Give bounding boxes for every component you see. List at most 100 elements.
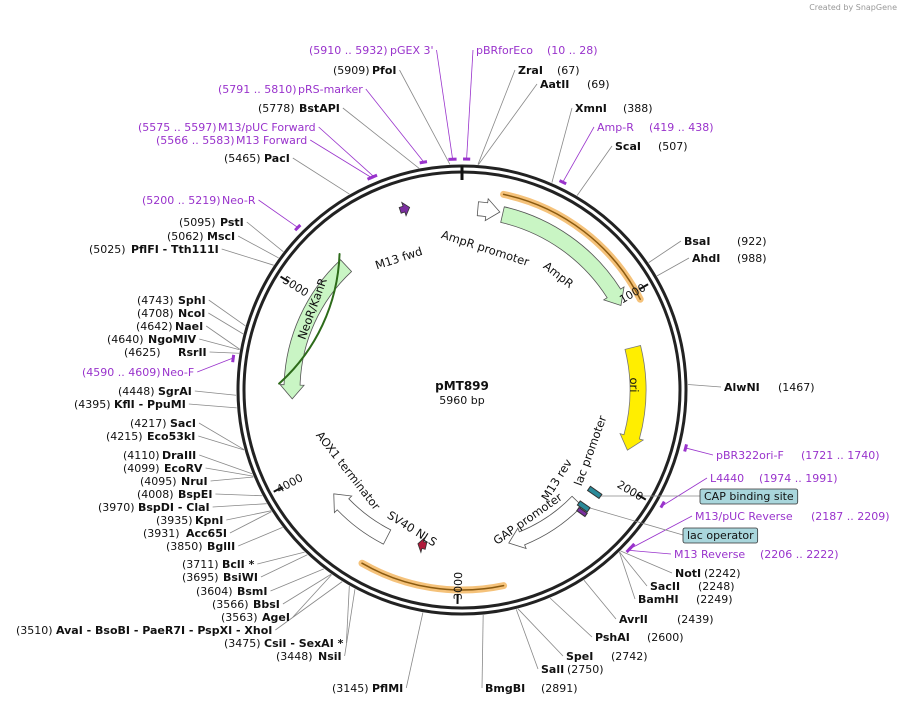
primer-name: M13/pUC Reverse (695, 510, 793, 523)
tick-label: 2000 (615, 478, 646, 504)
enzyme-position: (3145) (332, 682, 369, 695)
enzyme-name: SacI (170, 417, 196, 430)
enzyme-name: BspDI - ClaI (138, 501, 210, 514)
primer-name: pGEX 3' (390, 44, 434, 57)
feature-label: lac promoter (571, 413, 609, 487)
primer-mark (625, 546, 633, 554)
feature-label: SV40 NLS (385, 508, 440, 549)
primer-range: (2187 .. 2209) (811, 510, 890, 523)
primer-name: L4440 (710, 472, 744, 485)
enzyme-name: AhdI (692, 252, 720, 265)
leader-line (342, 107, 420, 169)
enzyme-name: KflI - PpuMI (114, 398, 186, 411)
enzyme-position: (4008) (137, 488, 174, 501)
credit: Created by SnapGene (809, 3, 897, 12)
leader-line (405, 612, 424, 689)
enzyme-name: BglII (207, 540, 235, 553)
primer-leader (197, 358, 233, 373)
leader-line (246, 221, 284, 252)
primer-range: (419 .. 438) (649, 121, 714, 134)
primer-range: (1974 .. 1991) (759, 472, 838, 485)
enzyme-name: SalI (541, 663, 564, 676)
ampr-arrow (500, 206, 625, 307)
site-leader (589, 507, 684, 536)
enzyme-name: PacI (264, 152, 290, 165)
orange-line (502, 193, 641, 300)
leader-line (292, 157, 350, 195)
enzyme-name: NotI (675, 567, 701, 580)
enzyme-name: BsmI (237, 585, 268, 598)
enzyme-position: (2242) (704, 567, 741, 580)
primer-name: M13 Forward (236, 134, 307, 147)
leader-line (344, 588, 356, 657)
enzyme-name: BclI * (222, 558, 255, 571)
enzyme-position: (4640) (107, 333, 144, 346)
tick-mark (273, 486, 284, 493)
enzyme-name: NgoMIV (148, 333, 197, 346)
primer-range: (2206 .. 2222) (760, 548, 839, 561)
feature-label: ori (627, 378, 641, 393)
leader-line (199, 454, 253, 475)
primer-range: (1721 .. 1740) (801, 449, 880, 462)
site-label: lac operator (687, 529, 754, 542)
enzyme-position: (3695) (182, 571, 219, 584)
enzyme-name: BbsI (253, 598, 280, 611)
enzyme-name: AvrII (619, 613, 648, 626)
enzyme-name: BstAPI (299, 102, 340, 115)
primer-leader (629, 549, 672, 555)
sv40-mark (417, 536, 428, 554)
enzyme-name: SgrAI (158, 385, 192, 398)
enzyme-name: CsiI - SexAI * (264, 637, 344, 650)
plasmid-size: 5960 bp (439, 394, 484, 407)
primer-name: Neo-R (222, 194, 256, 207)
orange-highlight (358, 559, 508, 594)
ori-arrow (619, 345, 647, 451)
leader-line (515, 609, 539, 670)
plasmid-name: pMT899 (435, 379, 489, 393)
enzyme-position: (67) (557, 64, 580, 77)
enzyme-position: (5909) (333, 64, 370, 77)
features (231, 157, 688, 604)
leader-line (199, 338, 240, 351)
tick-mark (280, 275, 290, 283)
enzyme-position: (2600) (647, 631, 684, 644)
primer-name: pRS-marker (298, 83, 363, 96)
enzyme-name: PstI (220, 216, 244, 229)
enzyme-position: (3604) (196, 585, 233, 598)
primer-mark (294, 223, 302, 232)
leader-line (238, 527, 283, 547)
primer-mark (419, 160, 428, 165)
enzyme-name: PflMI (372, 682, 403, 695)
primer-range: (4590 .. 4609) (82, 366, 161, 379)
primer-range: (5791 .. 5810) (218, 83, 297, 96)
primer-mark (683, 444, 688, 452)
aox1-arrow (333, 493, 392, 545)
leader-line (205, 467, 254, 477)
leader-line (481, 614, 484, 689)
primer-leader (562, 126, 595, 182)
primer-mark (558, 179, 567, 186)
leader-line (270, 568, 324, 592)
enzyme-position: (922) (737, 235, 767, 248)
primer-range: (5200 .. 5219) (142, 194, 221, 207)
enzyme-name: SphI (178, 294, 206, 307)
primer-leader (663, 477, 708, 506)
leader-line (226, 510, 272, 521)
enzyme-position: (5062) (167, 230, 204, 243)
leader-line (292, 574, 332, 618)
enzyme-name: SacII (650, 580, 680, 593)
primer-name: M13 Reverse (674, 548, 745, 561)
enzyme-position: (3711) (182, 558, 219, 571)
enzyme-position: (4642) (136, 320, 173, 333)
primer-leader (318, 126, 374, 177)
leader-line (648, 240, 682, 263)
leader-line (549, 597, 593, 638)
primer-leader (632, 515, 693, 548)
cap-site-mark (586, 485, 603, 500)
enzyme-position: (3510) (16, 624, 53, 637)
enzyme-position: (4625) (124, 346, 161, 359)
enzyme-name: Acc65I (186, 527, 227, 540)
primer-leader (436, 49, 453, 159)
tick-label: 3000 (452, 572, 466, 600)
leader-line (583, 579, 617, 620)
